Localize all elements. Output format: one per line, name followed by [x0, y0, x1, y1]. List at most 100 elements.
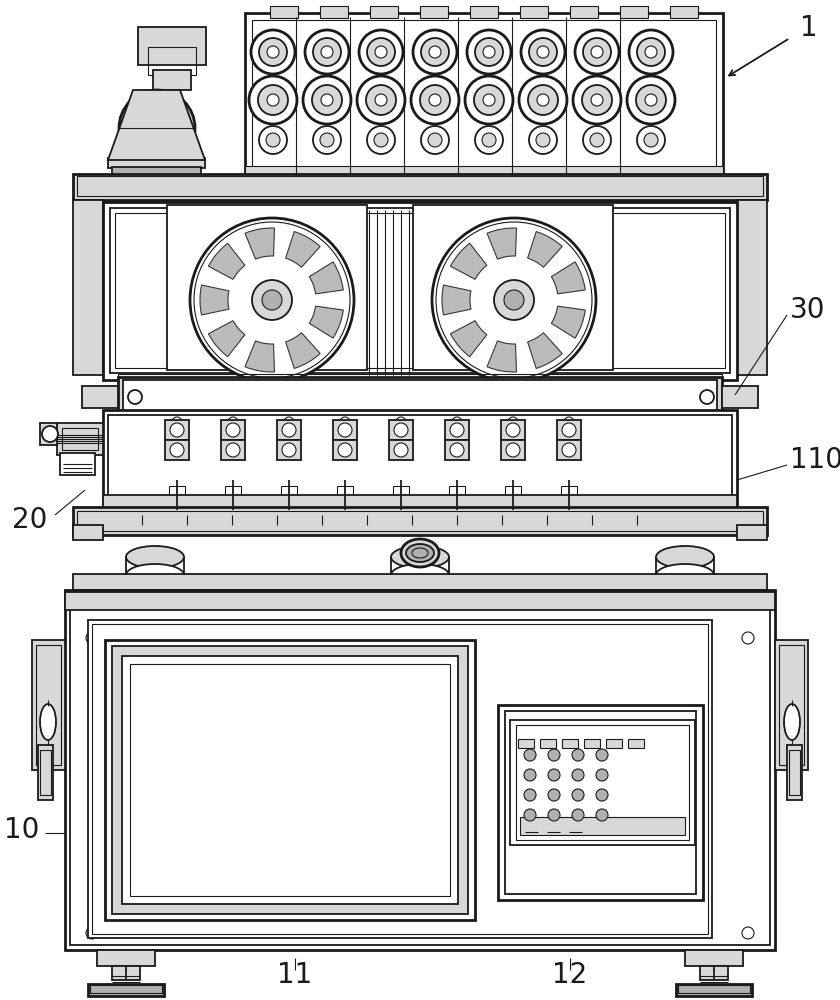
Ellipse shape — [391, 546, 449, 568]
Bar — [585, 507, 599, 515]
Circle shape — [340, 417, 350, 427]
Bar — [148, 47, 196, 75]
Circle shape — [282, 443, 296, 457]
Circle shape — [86, 927, 98, 939]
Circle shape — [394, 423, 408, 437]
Bar — [70, 595, 770, 945]
Circle shape — [320, 133, 334, 147]
Circle shape — [475, 38, 503, 66]
Bar — [135, 507, 149, 515]
Bar — [167, 205, 367, 370]
Bar — [516, 725, 689, 840]
Bar — [97, 950, 155, 966]
Circle shape — [170, 423, 184, 437]
Bar — [40, 423, 57, 445]
Text: 11: 11 — [277, 961, 312, 989]
Circle shape — [548, 749, 560, 761]
Bar — [393, 486, 409, 498]
Circle shape — [226, 443, 240, 457]
Circle shape — [573, 76, 621, 124]
Ellipse shape — [406, 544, 434, 562]
Circle shape — [42, 426, 58, 442]
Bar — [73, 525, 103, 540]
Wedge shape — [309, 262, 344, 294]
Bar — [333, 420, 357, 440]
Bar — [225, 486, 241, 498]
Circle shape — [627, 76, 675, 124]
Bar — [561, 486, 577, 498]
Bar — [628, 739, 644, 748]
Circle shape — [572, 789, 584, 801]
Circle shape — [537, 46, 549, 58]
Bar — [115, 213, 725, 368]
Circle shape — [252, 280, 292, 320]
Ellipse shape — [656, 564, 714, 586]
Bar — [73, 507, 767, 535]
Bar — [90, 985, 162, 993]
Bar — [40, 750, 51, 795]
Circle shape — [637, 126, 665, 154]
Circle shape — [421, 38, 449, 66]
Bar — [333, 440, 357, 460]
Bar — [737, 525, 767, 540]
Bar — [630, 507, 644, 515]
Circle shape — [357, 76, 405, 124]
Ellipse shape — [401, 539, 439, 567]
Bar — [32, 640, 65, 770]
Circle shape — [375, 94, 387, 106]
Bar — [108, 158, 205, 168]
Ellipse shape — [126, 564, 184, 586]
Bar — [775, 640, 808, 770]
Circle shape — [394, 443, 408, 457]
Bar — [445, 440, 469, 460]
Bar — [77, 176, 763, 196]
Wedge shape — [208, 321, 245, 357]
Bar — [676, 984, 752, 996]
Bar — [787, 745, 802, 800]
Wedge shape — [442, 285, 471, 315]
Circle shape — [226, 423, 240, 437]
Bar — [420, 6, 448, 18]
Circle shape — [483, 94, 495, 106]
Ellipse shape — [656, 546, 714, 568]
Bar — [685, 950, 743, 966]
Circle shape — [143, 114, 171, 142]
Circle shape — [284, 417, 294, 427]
Circle shape — [596, 749, 608, 761]
Wedge shape — [200, 285, 229, 315]
Wedge shape — [528, 232, 562, 267]
Text: 10: 10 — [4, 816, 39, 844]
Circle shape — [450, 443, 464, 457]
Circle shape — [375, 46, 387, 58]
Bar — [138, 27, 206, 65]
Wedge shape — [528, 333, 562, 368]
Ellipse shape — [412, 548, 428, 558]
Circle shape — [537, 94, 549, 106]
Bar — [678, 985, 750, 993]
Bar — [277, 420, 301, 440]
Bar — [413, 205, 613, 370]
Circle shape — [474, 85, 504, 115]
Ellipse shape — [391, 564, 449, 586]
Circle shape — [483, 46, 495, 58]
Bar — [38, 745, 53, 800]
Circle shape — [396, 417, 406, 427]
Circle shape — [420, 85, 450, 115]
Circle shape — [596, 789, 608, 801]
Ellipse shape — [126, 546, 184, 568]
Circle shape — [524, 809, 536, 821]
Bar — [221, 440, 245, 460]
Circle shape — [266, 133, 280, 147]
Circle shape — [562, 443, 576, 457]
Circle shape — [582, 85, 612, 115]
Bar — [779, 645, 804, 765]
Circle shape — [494, 280, 534, 320]
Bar — [122, 656, 458, 904]
Circle shape — [428, 133, 442, 147]
Bar — [221, 420, 245, 440]
Circle shape — [524, 749, 536, 761]
Wedge shape — [551, 262, 585, 294]
Circle shape — [86, 632, 98, 644]
Bar — [65, 592, 775, 610]
Ellipse shape — [784, 704, 800, 740]
